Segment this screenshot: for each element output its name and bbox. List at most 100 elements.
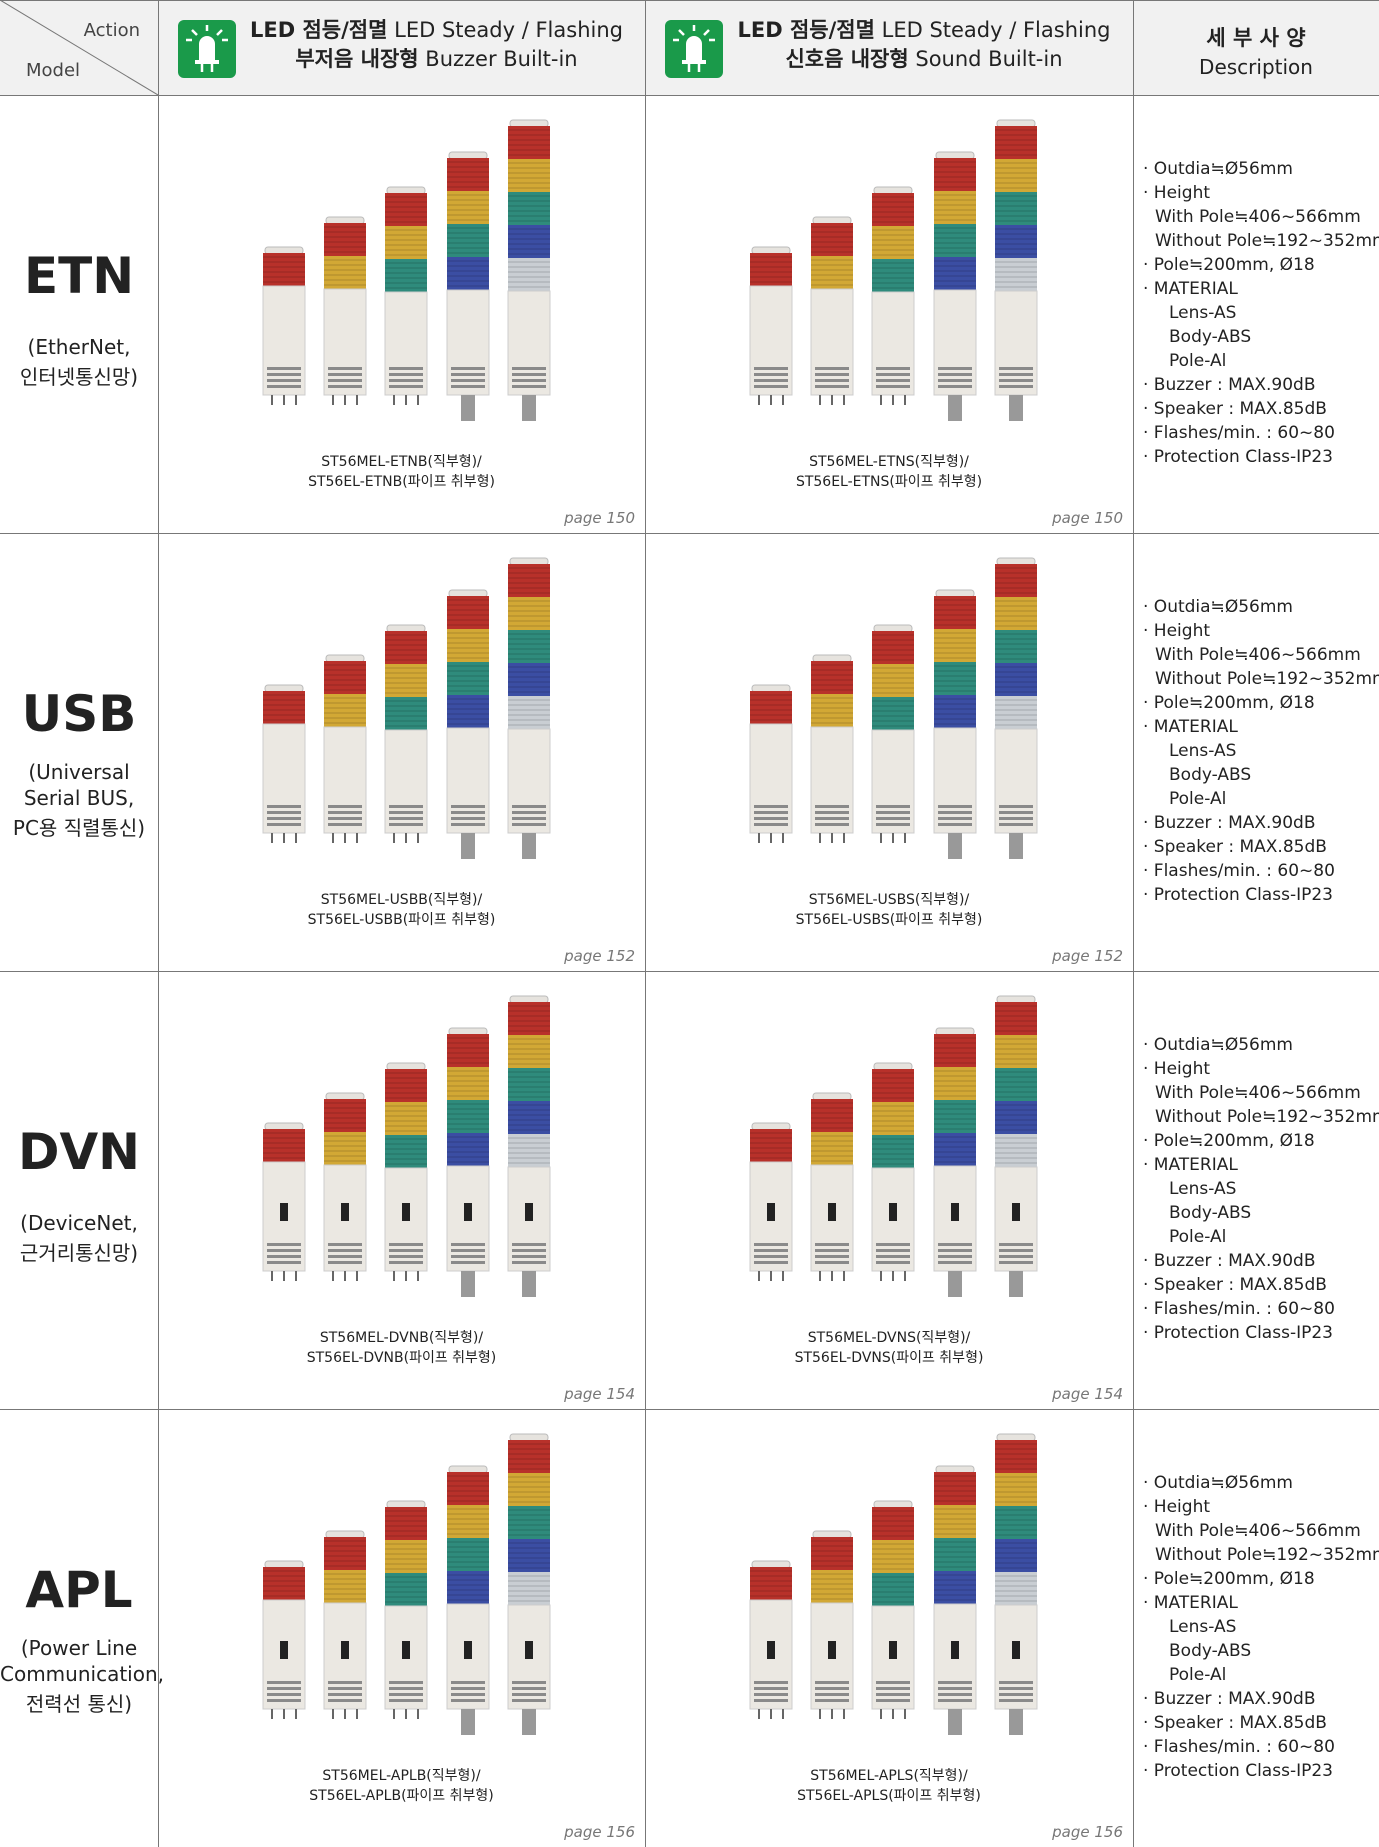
- led-icon: [665, 20, 723, 78]
- spec-line: · Protection Class-IP23: [1143, 1761, 1333, 1781]
- spec-line: · Speaker : MAX.85dB: [1143, 837, 1327, 857]
- tower-vent: [938, 817, 972, 820]
- tower-tier: [263, 253, 305, 286]
- tower-cap: [264, 684, 304, 693]
- tower-tier: [385, 259, 427, 292]
- tower-tier: [508, 258, 550, 291]
- tower-cap: [935, 1027, 975, 1036]
- tower-tier: [508, 159, 550, 192]
- tower-body: [507, 728, 551, 834]
- spec-line: · Flashes/min. : 60~80: [1143, 423, 1335, 443]
- tower-window: [951, 1203, 959, 1221]
- tower-pole: [461, 1271, 475, 1297]
- tower-cap: [448, 151, 488, 160]
- tower-cap: [996, 119, 1036, 128]
- product-image: [262, 557, 551, 859]
- tower-vent: [938, 1249, 972, 1252]
- tower-tier: [508, 1506, 550, 1539]
- tower-pole: [522, 1709, 536, 1735]
- tower-tier: [447, 257, 489, 290]
- tower-tier: [385, 664, 427, 697]
- tower-vent: [451, 817, 485, 820]
- tower-tier: [811, 223, 853, 256]
- icon-base: [195, 60, 219, 64]
- tower-tier: [995, 159, 1037, 192]
- tower-tier: [508, 1035, 550, 1068]
- tower-vent: [938, 1261, 972, 1264]
- spec-line: · Outdia≒Ø56mm: [1143, 1035, 1293, 1055]
- tower-pole: [948, 395, 962, 421]
- tower-tier: [324, 1099, 366, 1132]
- tower-body: [384, 291, 428, 396]
- tower-tier: [263, 691, 305, 724]
- tower-tier: [934, 1472, 976, 1505]
- tower-vent: [451, 385, 485, 388]
- tower-cap: [386, 1062, 426, 1071]
- row-line: [0, 95, 1379, 96]
- tower-window: [402, 1641, 410, 1659]
- tower-vent: [754, 823, 788, 826]
- tower-tier: [995, 1440, 1037, 1473]
- tower-tier: [508, 1134, 550, 1167]
- tower-vent: [512, 805, 546, 808]
- tower-vent: [815, 1699, 849, 1702]
- tower-vent: [328, 1699, 362, 1702]
- header-line: 부저음 내장형 Buzzer Built-in: [238, 45, 635, 74]
- tower-tier: [872, 259, 914, 292]
- tower-tier: [934, 1034, 976, 1067]
- tower-vent: [999, 1681, 1033, 1684]
- product-image: [749, 119, 1038, 421]
- tower-vent: [389, 1249, 423, 1252]
- tower-vent: [267, 373, 301, 376]
- tower-vent: [754, 805, 788, 808]
- tower-cap: [812, 216, 852, 225]
- tower-tier: [995, 564, 1037, 597]
- spec-line: Body-ABS: [1169, 1203, 1252, 1223]
- tower-tier: [811, 1099, 853, 1132]
- spec-line: Without Pole≒192~352mm: [1155, 1107, 1379, 1127]
- tower-vent: [999, 1255, 1033, 1258]
- spec-line: · Speaker : MAX.85dB: [1143, 399, 1327, 419]
- tower-tier: [995, 1002, 1037, 1035]
- tower-body: [749, 723, 793, 834]
- tower-vent: [876, 379, 910, 382]
- product-image: [749, 1433, 1038, 1735]
- tower-vent: [815, 379, 849, 382]
- tower-vent: [999, 823, 1033, 826]
- tower-vent: [815, 823, 849, 826]
- column-line: [1133, 0, 1134, 1847]
- tower-cap: [996, 557, 1036, 566]
- tower-vent: [815, 385, 849, 388]
- tower-tier: [995, 1134, 1037, 1167]
- tower-vent: [451, 1261, 485, 1264]
- tower-tier: [324, 223, 366, 256]
- tower-vent: [328, 1681, 362, 1684]
- tower-window: [951, 1641, 959, 1659]
- tower-vent: [815, 1681, 849, 1684]
- tower-body: [933, 289, 977, 396]
- tower-tier: [872, 1135, 914, 1168]
- tower-body: [323, 288, 367, 396]
- icon-legs: [673, 25, 715, 72]
- tower-tier: [447, 1472, 489, 1505]
- tower-window: [525, 1641, 533, 1659]
- tower-vent: [815, 811, 849, 814]
- tower-vent: [754, 1687, 788, 1690]
- tower-cap: [448, 1027, 488, 1036]
- tower-body: [810, 288, 854, 396]
- tower-vent: [267, 1261, 301, 1264]
- tower-vent: [999, 1249, 1033, 1252]
- tower-vent: [451, 1693, 485, 1696]
- tower-cap: [264, 1122, 304, 1131]
- tower-vent: [815, 1255, 849, 1258]
- model-code: ST56MEL-DVNS(직부형)/: [807, 1330, 971, 1346]
- spec-line: Body-ABS: [1169, 1641, 1252, 1661]
- tower-window: [402, 1203, 410, 1221]
- spec-line: With Pole≒406~566mm: [1155, 645, 1361, 665]
- tower-vent: [754, 373, 788, 376]
- tower-tier: [872, 1507, 914, 1540]
- spec-line: · MATERIAL: [1143, 279, 1238, 299]
- tower-window: [828, 1641, 836, 1659]
- tower-vent: [876, 1243, 910, 1246]
- tower-tier: [811, 1570, 853, 1603]
